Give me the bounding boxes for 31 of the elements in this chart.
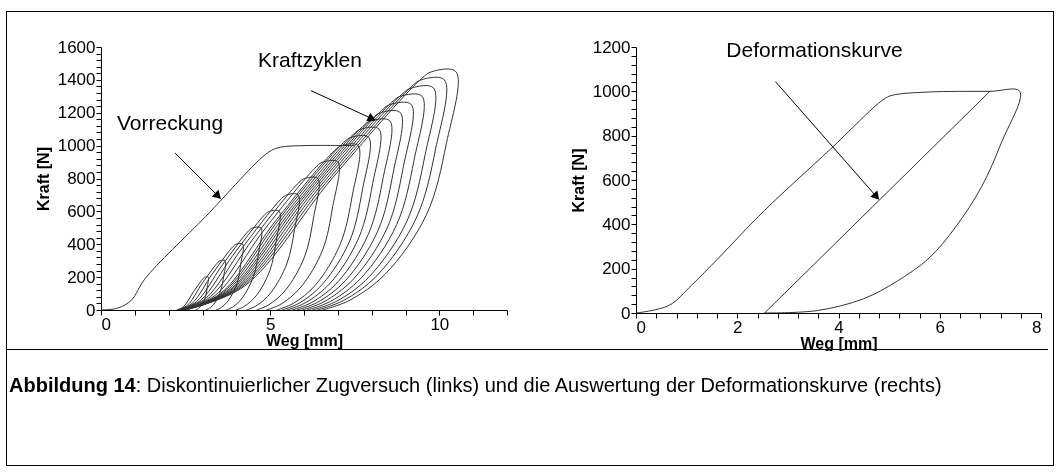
x-axis-title: Weg [mm] xyxy=(265,331,344,349)
text: Abbildung 14: Diskontinuierlicher Zugversuch (links) und die Auswertung der Deformationskurve (rechts) xyxy=(9,373,943,397)
x-tick-label: 0 xyxy=(101,314,111,334)
y-tick-label: 600 xyxy=(602,170,631,190)
y-tick-label: 800 xyxy=(67,169,96,188)
y-tick-label: 0 xyxy=(86,300,96,320)
x-tick-label: 6 xyxy=(935,317,945,337)
y-tick-label: 1000 xyxy=(592,81,631,101)
y-tick-label: 400 xyxy=(67,234,96,254)
y-tick-label: 1000 xyxy=(57,136,96,156)
y-tick-label: 600 xyxy=(67,201,96,221)
y-tick-label: 200 xyxy=(602,259,631,279)
annotation: Kraftzyklen xyxy=(258,47,362,71)
y-axis-title: Kraft [N] xyxy=(34,147,52,211)
y-tick-label: 1400 xyxy=(57,70,96,90)
y-tick-label: 400 xyxy=(602,214,631,234)
x-tick-label: 0 xyxy=(636,317,646,337)
annotation: Deformationskurve xyxy=(726,37,903,61)
y-tick-label: 1200 xyxy=(592,37,631,57)
y-tick-label: 1600 xyxy=(57,37,96,57)
y-tick-label: 800 xyxy=(602,126,631,146)
annotation: Vorreckung xyxy=(116,111,224,135)
y-axis-title: Kraft [N] xyxy=(569,148,587,213)
y-tick-label: 200 xyxy=(67,267,96,287)
x-tick-label: 5 xyxy=(265,314,276,334)
x-tick-label: 8 xyxy=(1032,317,1042,337)
x-tick-label: 2 xyxy=(733,317,743,337)
x-tick-label: 10 xyxy=(430,314,450,334)
x-tick-label: 4 xyxy=(834,317,844,337)
x-axis-title: Weg [mm] xyxy=(800,334,878,352)
y-tick-label: 1200 xyxy=(57,103,96,123)
